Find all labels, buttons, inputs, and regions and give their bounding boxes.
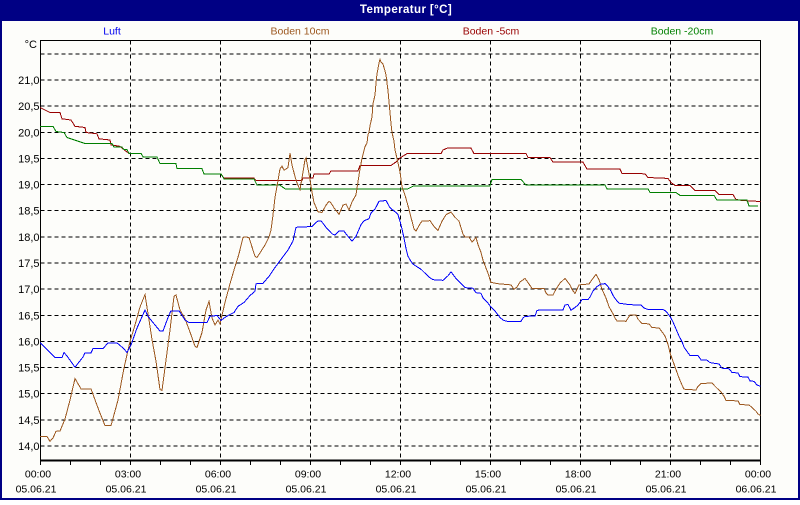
svg-text:05.06.21: 05.06.21 bbox=[16, 484, 57, 496]
svg-text:17,5: 17,5 bbox=[18, 258, 39, 270]
svg-text:05.06.21: 05.06.21 bbox=[646, 484, 687, 496]
svg-text:12:00: 12:00 bbox=[385, 469, 411, 481]
svg-text:19,5: 19,5 bbox=[18, 153, 39, 165]
svg-text:Boden 10cm: Boden 10cm bbox=[271, 26, 330, 38]
svg-text:Luft: Luft bbox=[103, 26, 121, 38]
svg-text:17,0: 17,0 bbox=[18, 284, 39, 296]
svg-text:00:00: 00:00 bbox=[745, 469, 771, 481]
svg-text:°C: °C bbox=[25, 39, 37, 51]
svg-text:19,0: 19,0 bbox=[18, 180, 39, 192]
svg-text:06:00: 06:00 bbox=[205, 469, 231, 481]
svg-text:20,5: 20,5 bbox=[18, 101, 39, 113]
svg-text:05.06.21: 05.06.21 bbox=[466, 484, 507, 496]
svg-text:09:00: 09:00 bbox=[295, 469, 321, 481]
svg-text:18,0: 18,0 bbox=[18, 232, 39, 244]
svg-text:05.06.21: 05.06.21 bbox=[376, 484, 417, 496]
svg-text:18:00: 18:00 bbox=[565, 469, 591, 481]
svg-text:03:00: 03:00 bbox=[115, 469, 141, 481]
svg-text:21:00: 21:00 bbox=[655, 469, 681, 481]
svg-text:21,0: 21,0 bbox=[18, 75, 39, 87]
svg-text:05.06.21: 05.06.21 bbox=[106, 484, 147, 496]
svg-text:14,5: 14,5 bbox=[18, 415, 39, 427]
svg-text:15:00: 15:00 bbox=[475, 469, 501, 481]
svg-text:20,0: 20,0 bbox=[18, 127, 39, 139]
svg-text:05.06.21: 05.06.21 bbox=[556, 484, 597, 496]
svg-text:Temperatur [°C]: Temperatur [°C] bbox=[360, 4, 452, 16]
svg-text:15,5: 15,5 bbox=[18, 363, 39, 375]
svg-text:16,5: 16,5 bbox=[18, 310, 39, 322]
svg-text:Boden -5cm: Boden -5cm bbox=[463, 26, 520, 38]
svg-text:15,0: 15,0 bbox=[18, 389, 39, 401]
svg-text:14,0: 14,0 bbox=[18, 441, 39, 453]
svg-text:16,0: 16,0 bbox=[18, 336, 39, 348]
svg-text:18,5: 18,5 bbox=[18, 206, 39, 218]
svg-text:00:00: 00:00 bbox=[25, 469, 51, 481]
svg-text:05.06.21: 05.06.21 bbox=[286, 484, 327, 496]
svg-text:Boden -20cm: Boden -20cm bbox=[651, 26, 714, 38]
svg-text:05.06.21: 05.06.21 bbox=[196, 484, 237, 496]
svg-text:06.06.21: 06.06.21 bbox=[736, 484, 777, 496]
